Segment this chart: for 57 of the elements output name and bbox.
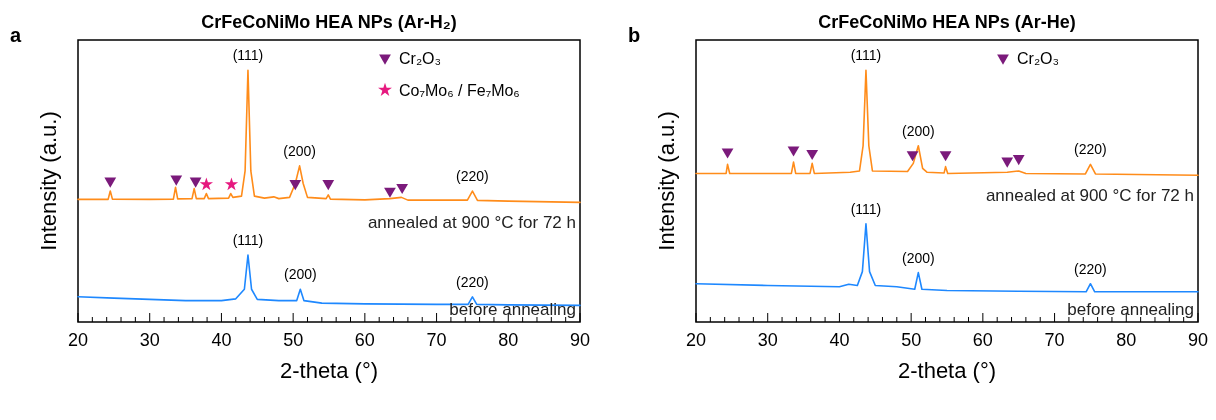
- y-axis-title: Intensity (a.u.): [36, 111, 61, 251]
- x-tick-label: 50: [901, 330, 922, 350]
- annotation: (111): [850, 200, 882, 217]
- x-tick-label: 20: [67, 330, 89, 350]
- point: [396, 183, 409, 195]
- legend-label: Co₇Mo₆ / Fe₇Mo₆: [399, 82, 520, 99]
- series-label: annealed at 900 °C for 72 h: [367, 213, 576, 233]
- annotation: (220): [456, 273, 489, 290]
- annotation: (111): [232, 47, 264, 64]
- x-tick-label: 60: [972, 330, 993, 350]
- x-tick-label: 20: [685, 330, 707, 350]
- x-tick-label: 60: [354, 330, 375, 350]
- point: [939, 151, 952, 162]
- point: [170, 175, 183, 186]
- x-tick-label: 30: [757, 330, 778, 350]
- x-tick-label: 40: [211, 330, 232, 350]
- annotation: (220): [456, 168, 489, 185]
- annotation: (200): [283, 266, 317, 283]
- x-tick-label: 70: [426, 330, 447, 350]
- annotation: (220): [1074, 260, 1107, 277]
- annotation: (220): [1074, 141, 1107, 158]
- point: [721, 148, 734, 159]
- point: [1012, 154, 1025, 166]
- chart-title: CrFeCoNiMo HEA NPs (Ar-He): [818, 12, 1076, 32]
- x-tick-label: 80: [1116, 330, 1137, 350]
- annotation: (111): [232, 232, 264, 249]
- series-label: annealed at 900 °C for 72 h: [985, 186, 1194, 206]
- point: [1001, 157, 1014, 168]
- point: [384, 187, 396, 198]
- point: [906, 151, 919, 162]
- chart-title: CrFeCoNiMo HEA NPs (Ar-H₂): [201, 12, 457, 32]
- x-tick-label: 90: [1187, 330, 1209, 350]
- legend-label: Cr₂O₃: [399, 50, 442, 67]
- series-label: before annealing: [449, 300, 576, 319]
- x-tick-label: 40: [829, 330, 850, 350]
- x-tick-label: 80: [498, 330, 519, 350]
- annotation: (200): [901, 122, 935, 139]
- text: b: [628, 24, 641, 46]
- series-label: before annealing: [1067, 300, 1194, 319]
- point: [322, 180, 335, 191]
- x-tick-label: 90: [569, 330, 591, 350]
- x-tick-label: 70: [1044, 330, 1065, 350]
- legend-label: Cr₂O₃: [1017, 50, 1060, 67]
- y-axis-title: Intensity (a.u.): [654, 111, 679, 251]
- x-tick-label: 30: [139, 330, 160, 350]
- text: a: [10, 24, 22, 46]
- x-axis-title: 2-theta (°): [897, 358, 997, 383]
- annotation: (200): [283, 142, 316, 159]
- x-axis-title: 2-theta (°): [279, 358, 379, 383]
- x-tick-label: 50: [283, 330, 304, 350]
- point: [806, 149, 819, 161]
- annotation: (111): [850, 47, 882, 64]
- point: [787, 146, 800, 157]
- annotation: (200): [901, 249, 935, 266]
- point: [104, 177, 117, 188]
- point: [289, 180, 302, 191]
- point: [189, 177, 202, 188]
